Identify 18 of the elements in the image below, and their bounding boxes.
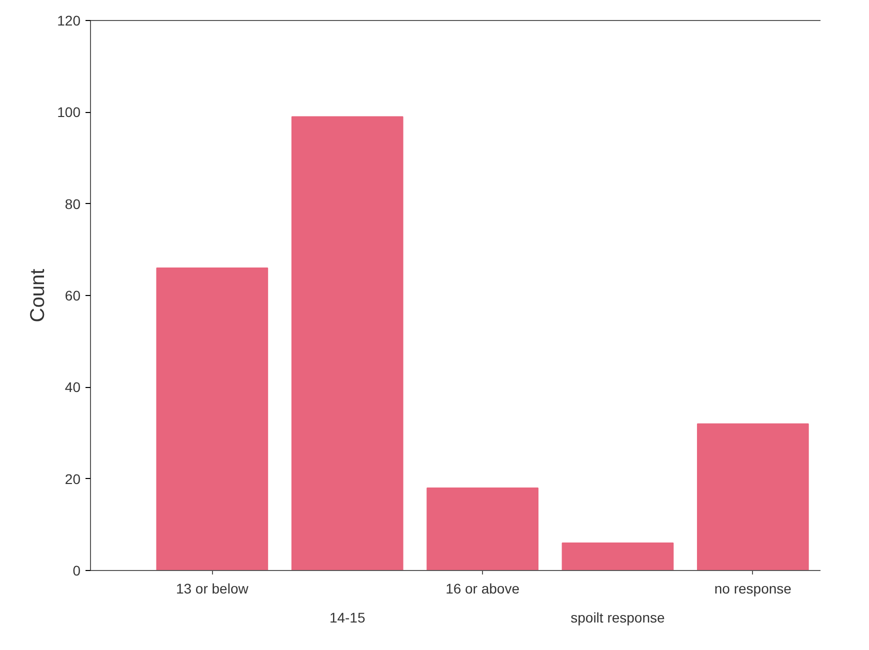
bar bbox=[291, 116, 404, 570]
x-tick-label: 14-15 bbox=[329, 610, 366, 626]
x-tick-label: spoilt response bbox=[570, 610, 666, 626]
bar bbox=[426, 488, 538, 570]
y-tick-label: 20 bbox=[64, 470, 81, 487]
x-tick-label: no response bbox=[714, 580, 792, 596]
y-tick-label: 80 bbox=[64, 196, 81, 212]
y-axis-title: Count bbox=[27, 268, 50, 322]
y-tick-label: 60 bbox=[64, 288, 81, 304]
y-tick-label: 100 bbox=[57, 104, 81, 120]
bar bbox=[562, 542, 674, 570]
y-tick-label: 120 bbox=[57, 12, 81, 28]
bar bbox=[156, 268, 268, 570]
x-tick-label: 16 or above bbox=[446, 580, 520, 596]
y-tick-label: 0 bbox=[72, 562, 81, 578]
x-tick-label: 13 or below bbox=[176, 580, 250, 596]
y-tick-label: 40 bbox=[64, 379, 81, 396]
bar bbox=[696, 423, 809, 570]
